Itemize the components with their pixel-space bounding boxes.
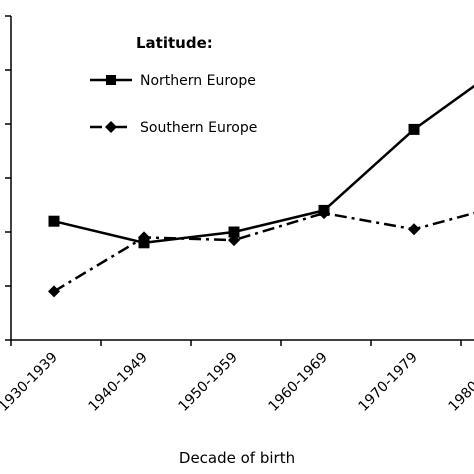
x-tick-labels: 1930-1939 1940-1949 1950-1959 1960-1969 1970… — [0, 350, 474, 415]
legend-entry-southern-europe: Southern Europe — [90, 120, 257, 136]
x-tick-label: 1930-1939 — [0, 350, 61, 415]
axes — [5, 15, 474, 346]
legend-label-southern-europe: Southern Europe — [140, 120, 257, 136]
x-tick-label: 1940-1949 — [86, 350, 151, 415]
data-point-diamond — [228, 234, 240, 247]
x-tick-label: 1970-1979 — [356, 350, 421, 415]
data-point-square — [48, 215, 60, 227]
series-line-northern-europe — [53, 84, 474, 245]
data-point-square — [228, 226, 240, 238]
series-northern-europe — [48, 84, 474, 249]
x-ticks — [10, 340, 462, 346]
x-tick-label: 1950-1959 — [176, 350, 241, 415]
series-southern-europe — [48, 207, 474, 298]
data-point-diamond — [318, 207, 330, 220]
legend: Latitude: Northern Europe Southern Europ… — [90, 34, 257, 136]
series-layer — [48, 84, 474, 298]
data-point-diamond — [408, 223, 420, 236]
x-tick-label: 1980-1989 — [446, 350, 474, 415]
data-point-diamond — [138, 231, 150, 244]
legend-marker-diamond — [105, 121, 117, 133]
legend-marker-square — [106, 75, 116, 85]
x-tick-label: 1960-1969 — [266, 350, 331, 415]
data-point-square — [408, 123, 420, 135]
legend-title: Latitude: — [136, 34, 213, 52]
legend-label-northern-europe: Northern Europe — [140, 73, 256, 89]
series-line-southern-europe — [53, 211, 474, 293]
data-point-diamond — [48, 285, 60, 298]
x-axis-label: Decade of birth — [179, 449, 295, 467]
legend-entry-northern-europe: Northern Europe — [90, 73, 256, 89]
y-ticks — [5, 15, 11, 341]
